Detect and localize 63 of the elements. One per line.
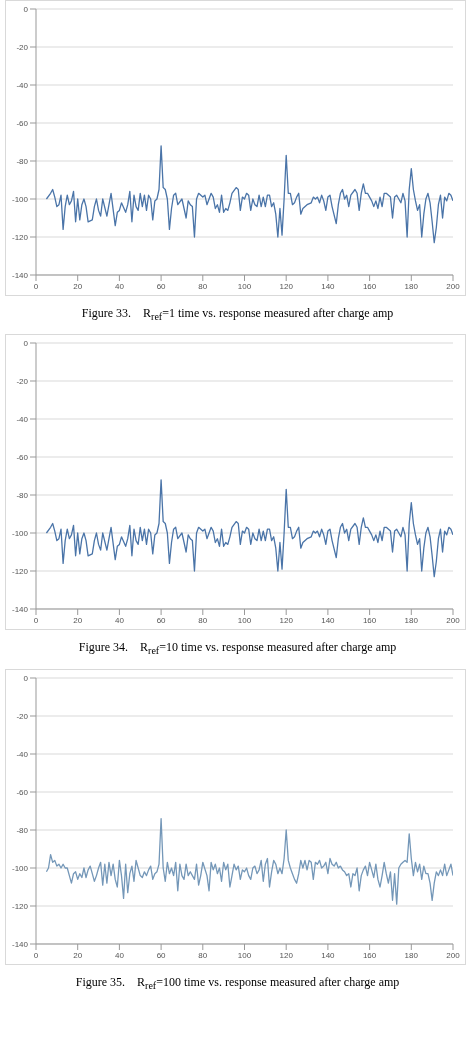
x-tick-label: 40: [114, 281, 125, 291]
y-tick-label: -140: [11, 270, 29, 280]
y-tick-label: -120: [11, 232, 29, 242]
y-tick-label: -20: [16, 377, 29, 387]
y-tick-label: -40: [16, 80, 29, 90]
x-tick-label: 0: [33, 950, 39, 960]
text: Figure 34. R$_{ref}$=10 time vs. response measured after charge amp: [77, 639, 398, 659]
y-tick-label: 0: [23, 339, 29, 349]
y-tick-label: -100: [11, 863, 29, 873]
y-tick-label: -100: [11, 194, 29, 204]
x-tick-label: 100: [237, 950, 252, 960]
y-tick-label: -80: [16, 491, 29, 501]
y-tick-label: -20: [16, 42, 29, 52]
x-tick-label: 160: [362, 616, 377, 626]
x-tick-label: 140: [321, 281, 336, 291]
y-tick-label: 0: [23, 4, 29, 14]
x-tick-label: 80: [198, 950, 208, 960]
x-tick-label: 100: [237, 616, 252, 626]
line-series: [45, 817, 453, 905]
x-tick-label: 160: [362, 950, 377, 960]
x-tick-label: 200: [446, 616, 461, 626]
text: Figure 35. R$_{ref}$=100 time vs. response measured after charge amp: [74, 973, 401, 994]
x-tick-label: 200: [446, 281, 461, 291]
x-tick-label: 100: [237, 281, 252, 291]
y-tick-label: -20: [16, 711, 29, 721]
x-tick-label: 0: [33, 281, 39, 291]
y-tick-label: -120: [11, 901, 29, 911]
line-series: [45, 479, 453, 578]
line-series: [45, 145, 453, 244]
y-tick-label: -80: [16, 156, 29, 166]
x-tick-label: 60: [156, 281, 167, 291]
x-tick-label: 40: [114, 950, 125, 960]
y-tick-label: 0: [23, 673, 29, 683]
x-tick-label: 180: [404, 950, 419, 960]
x-tick-label: 40: [114, 616, 125, 626]
y-tick-label: -60: [16, 787, 29, 797]
x-tick-label: 20: [73, 616, 83, 626]
x-tick-label: 160: [362, 281, 377, 291]
y-tick-label: -60: [16, 453, 29, 463]
x-tick-label: 80: [198, 616, 208, 626]
y-tick-label: -40: [16, 749, 29, 759]
x-tick-label: 20: [73, 281, 83, 291]
x-tick-label: 140: [321, 950, 336, 960]
x-tick-label: 60: [156, 950, 167, 960]
x-tick-label: 200: [446, 950, 461, 960]
x-tick-label: 120: [279, 616, 294, 626]
y-tick-label: -100: [11, 529, 29, 539]
x-tick-label: 60: [156, 616, 167, 626]
x-tick-label: 120: [279, 950, 294, 960]
y-tick-label: -120: [11, 567, 29, 577]
y-tick-label: -80: [16, 825, 29, 835]
text: Figure 33. R$_{ref}$=1 time vs. response measured after charge amp: [80, 305, 395, 325]
x-tick-label: 180: [404, 281, 419, 291]
x-tick-label: 140: [321, 616, 336, 626]
x-tick-label: 80: [198, 281, 208, 291]
y-tick-label: -40: [16, 415, 29, 425]
x-tick-label: 180: [404, 616, 419, 626]
x-tick-label: 0: [33, 616, 39, 626]
y-tick-label: -140: [11, 605, 29, 615]
y-tick-label: -60: [16, 118, 29, 128]
x-tick-label: 20: [73, 950, 83, 960]
y-tick-label: -140: [11, 939, 29, 949]
x-tick-label: 120: [279, 281, 294, 291]
